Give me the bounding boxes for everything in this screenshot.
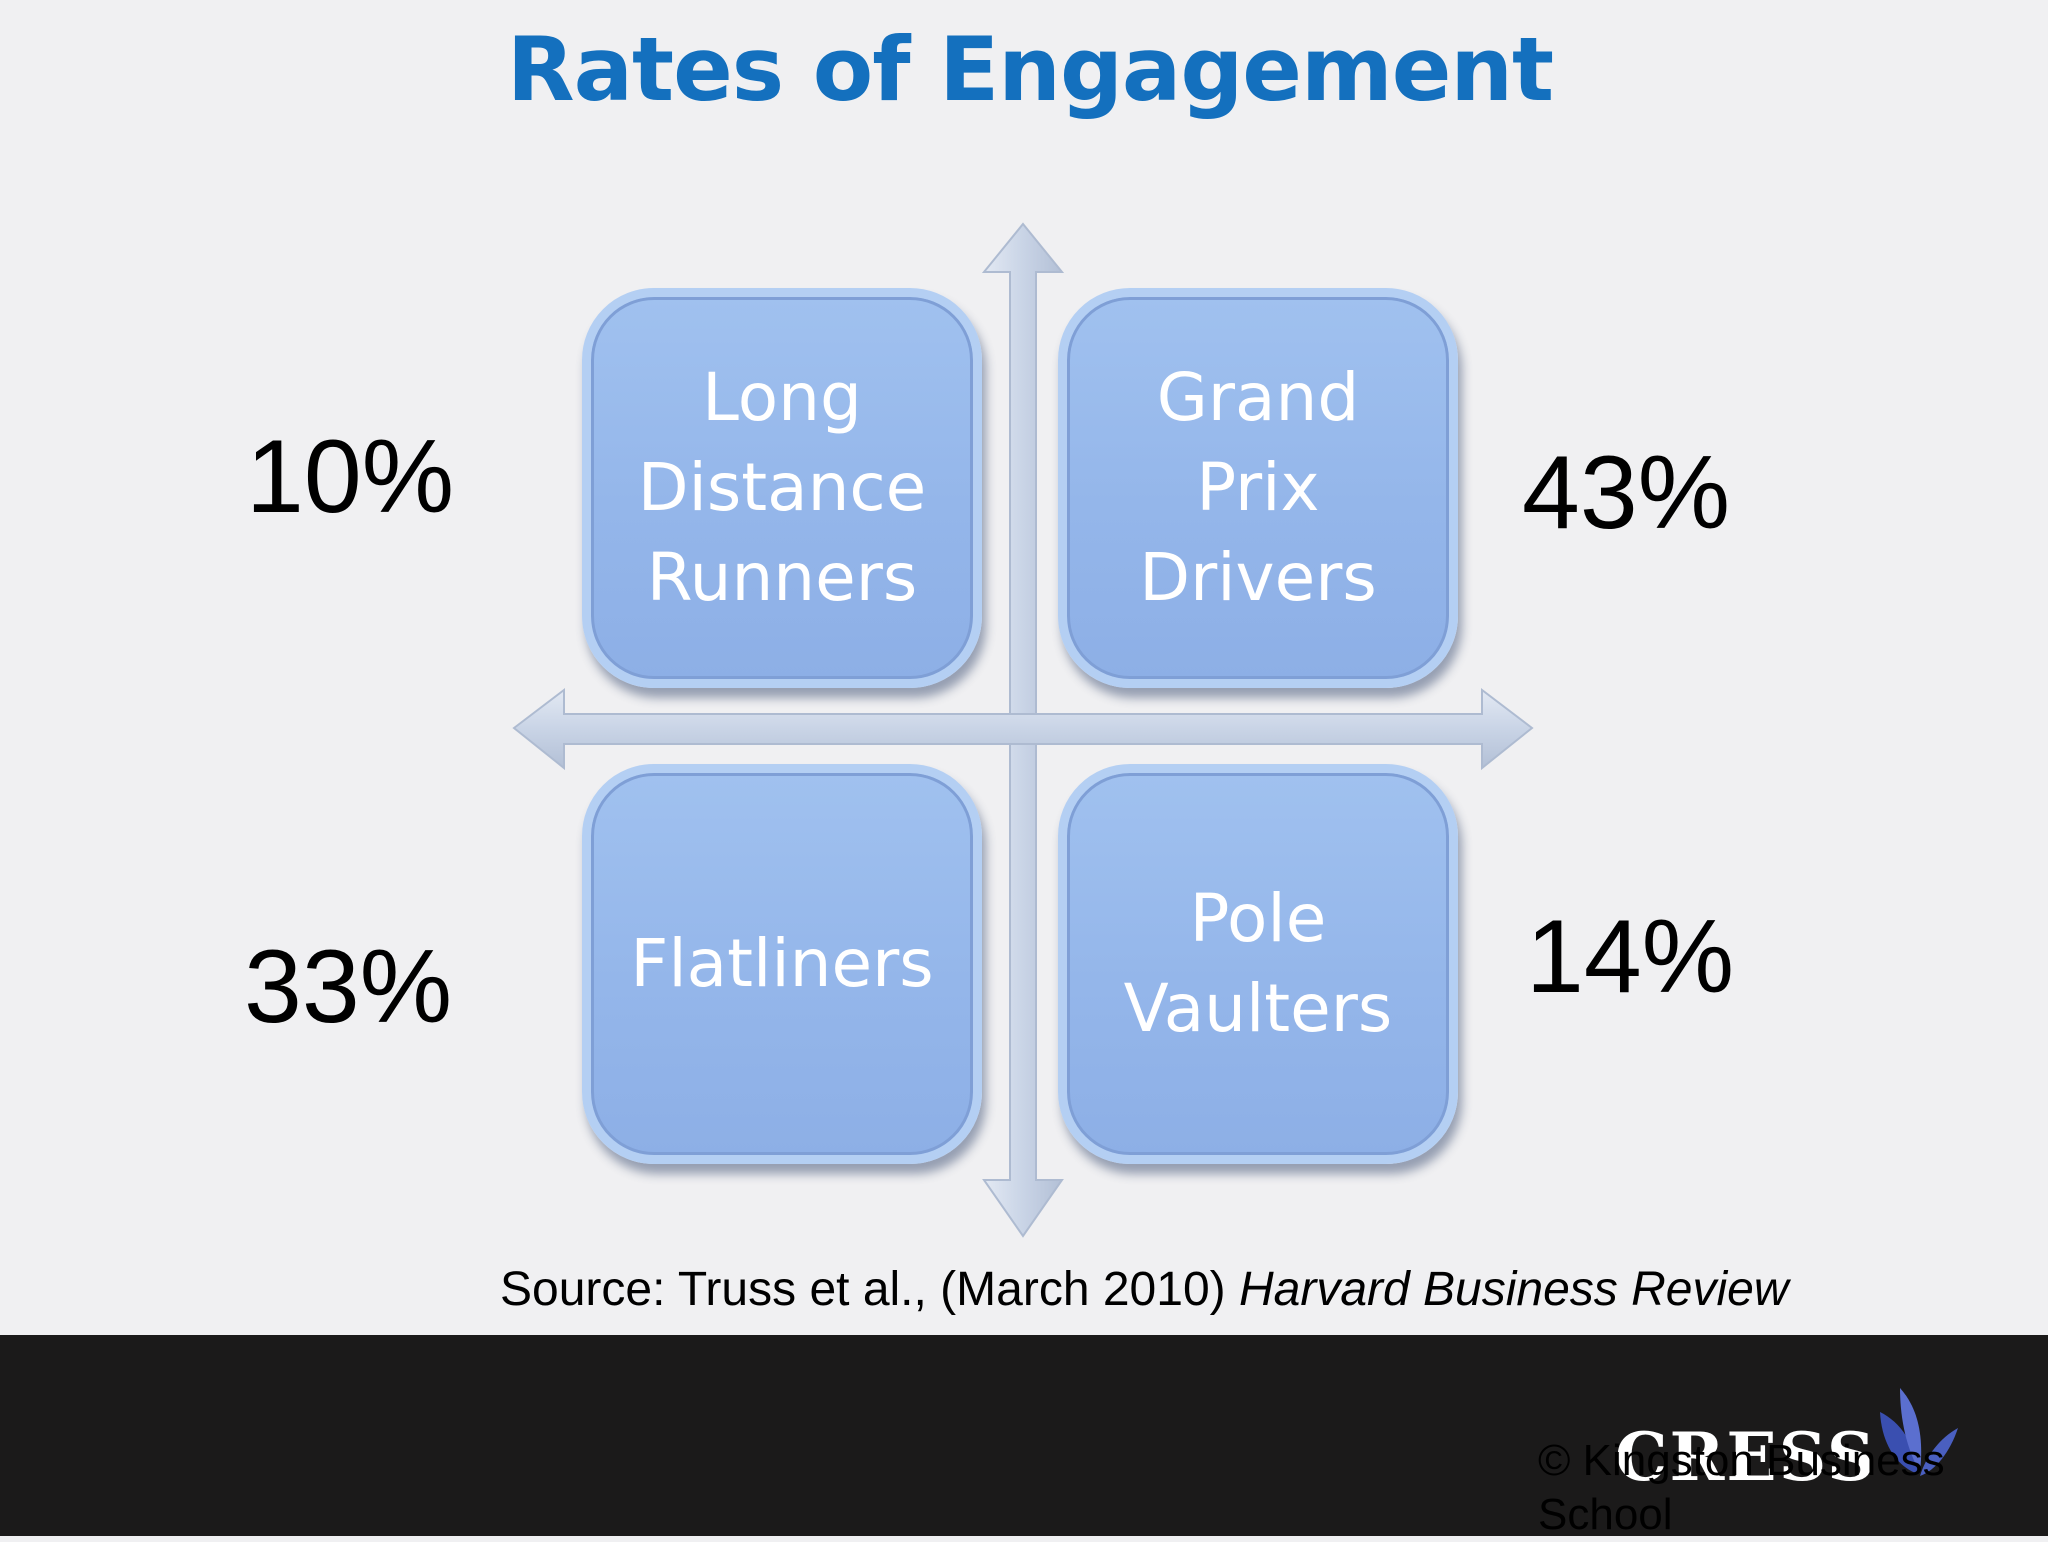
- percent-bottom-left: 33%: [244, 929, 453, 1045]
- quadrant-pole-vaulters: Pole Vaulters: [1058, 764, 1458, 1164]
- horizontal-axis-arrow: [512, 687, 1534, 771]
- quadrant-label-line: Prix: [1196, 449, 1320, 526]
- quadrant-label-line: Drivers: [1139, 539, 1377, 616]
- source-prefix: Source: Truss et al., (March 2010): [500, 1263, 1239, 1316]
- footer-bar: [0, 1335, 2048, 1536]
- quadrant-label-line: Distance: [637, 449, 927, 526]
- quadrant-label-line: Flatliners: [630, 925, 934, 1002]
- butterfly-logo-icon: [1880, 1388, 1958, 1476]
- quadrant-long-distance-runners: Long Distance Runners: [582, 288, 982, 688]
- percent-top-right: 43%: [1522, 435, 1731, 551]
- quadrant-flatliners: Flatliners: [582, 764, 982, 1164]
- source-citation: Source: Truss et al., (March 2010) Harva…: [500, 1262, 1789, 1317]
- quadrant-label-line: Pole: [1189, 880, 1327, 957]
- quadrant-label-line: Grand: [1156, 359, 1360, 436]
- percent-top-left: 10%: [246, 419, 455, 535]
- percent-bottom-right: 14%: [1526, 899, 1735, 1015]
- source-journal: Harvard Business Review: [1238, 1263, 1789, 1316]
- quadrant-label-line: Vaulters: [1123, 970, 1393, 1047]
- quadrant-label-line: Long: [702, 359, 862, 436]
- quadrant-grand-prix-drivers: Grand Prix Drivers: [1058, 288, 1458, 688]
- copyright-text: © Kingston Business School: [1538, 1436, 1945, 1539]
- slide-title: Rates of Engagement: [506, 18, 1554, 121]
- cress-logo-text: CRESS: [1615, 1418, 1877, 1496]
- quadrant-label-line: Runners: [646, 539, 918, 616]
